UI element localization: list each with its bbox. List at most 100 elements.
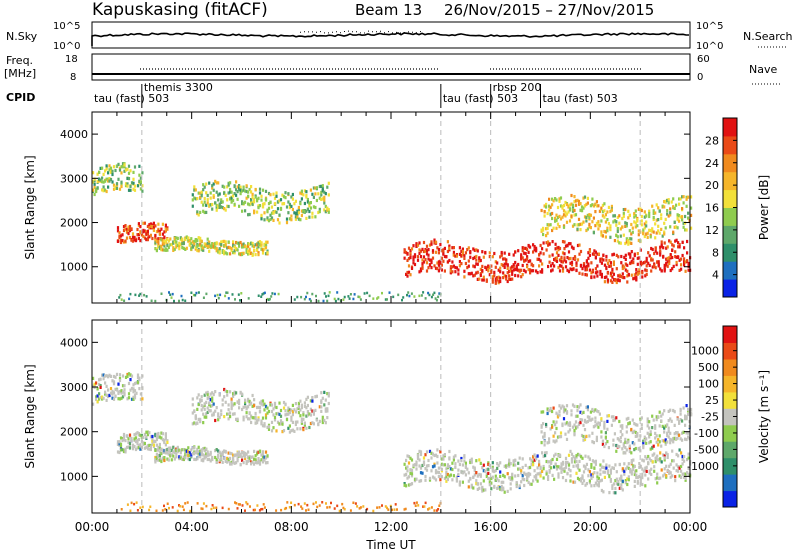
echo-cell <box>499 266 502 270</box>
echo-cell <box>197 191 200 195</box>
echo-cell <box>571 209 575 213</box>
echo-cell <box>241 252 244 257</box>
echo-cell <box>640 223 643 227</box>
echo-cell <box>193 188 196 192</box>
echo-cell <box>294 215 297 219</box>
echo-cell <box>671 459 674 463</box>
echo-cell <box>242 461 245 465</box>
echo-cell <box>115 186 119 190</box>
echo-cell <box>216 293 219 297</box>
echo-cell <box>427 458 430 463</box>
echo-cell <box>586 415 589 419</box>
echo-cell <box>241 245 244 249</box>
echo-cell <box>424 297 427 300</box>
echo-cell <box>669 408 672 412</box>
echo-cell <box>285 221 289 225</box>
echo-cell <box>241 200 244 204</box>
echo-cell <box>649 229 652 233</box>
echo-cell <box>221 249 224 253</box>
echo-cell <box>665 257 668 261</box>
echo-cell <box>98 177 101 181</box>
echo-cell <box>455 477 458 481</box>
echo-cell <box>263 247 266 251</box>
echo-cell <box>603 229 606 234</box>
echo-cell <box>445 255 448 259</box>
echo-cell <box>391 508 393 512</box>
echo-cell <box>214 455 217 460</box>
echo-cell <box>590 261 593 265</box>
echo-cell <box>484 250 487 255</box>
echo-cell <box>303 404 306 408</box>
echo-cell <box>308 209 311 214</box>
echo-cell <box>659 476 662 480</box>
echo-cell <box>488 477 491 481</box>
echo-cell <box>158 435 161 439</box>
echo-cell <box>244 405 247 409</box>
echo-cell <box>146 229 149 233</box>
echo-cell <box>611 486 614 490</box>
echo-cell <box>654 249 657 253</box>
echo-cell <box>378 506 381 509</box>
echo-cell <box>416 243 420 247</box>
echo-cell <box>648 469 651 473</box>
echo-cell <box>619 234 622 238</box>
echo-cell <box>624 224 627 228</box>
echo-cell <box>263 506 266 509</box>
echo-cell <box>164 437 167 441</box>
echo-cell <box>246 502 249 506</box>
echo-cell <box>203 402 206 406</box>
echo-cell <box>191 397 194 401</box>
echo-cell <box>129 184 132 188</box>
echo-cell <box>672 408 675 413</box>
echo-cell <box>250 190 253 194</box>
echo-cell <box>98 170 101 174</box>
echo-cell <box>218 251 221 255</box>
echo-cell <box>615 482 618 486</box>
echo-cell <box>181 298 184 302</box>
echo-cell <box>287 426 290 430</box>
echo-cell <box>514 463 517 467</box>
echo-cell <box>573 255 577 259</box>
echo-cell <box>607 446 610 450</box>
echo-cell <box>634 434 637 438</box>
echo-cell <box>602 253 605 257</box>
echo-cell <box>257 245 260 249</box>
echo-cell <box>241 209 244 213</box>
echo-cell <box>585 260 588 264</box>
echo-cell <box>157 222 160 226</box>
echo-cell <box>622 442 625 446</box>
echo-cell <box>318 405 321 409</box>
echo-cell <box>251 244 254 248</box>
echo-cell <box>261 416 265 420</box>
echo-cell <box>666 212 669 216</box>
echo-cell <box>653 251 656 256</box>
echo-cell <box>604 213 607 217</box>
echo-cell <box>548 254 551 258</box>
echo-cell <box>667 201 670 205</box>
echo-cell <box>233 202 236 206</box>
echo-cell <box>261 460 265 464</box>
echo-cell <box>236 456 239 460</box>
echo-cell <box>253 200 256 204</box>
echo-cell <box>256 405 259 410</box>
echo-cell <box>657 260 660 264</box>
echo-cell <box>579 249 583 254</box>
echo-cell <box>572 246 575 250</box>
echo-cell <box>386 298 388 301</box>
echo-cell <box>263 458 266 462</box>
echo-cell <box>679 407 682 411</box>
echo-cell <box>141 397 144 401</box>
echo-cell <box>582 262 586 266</box>
echo-cell <box>678 214 681 218</box>
echo-cell <box>137 223 140 227</box>
echo-cell <box>681 215 684 219</box>
echo-cell <box>168 291 170 294</box>
echo-cell <box>314 192 317 196</box>
echo-cell <box>573 480 577 484</box>
nave-label: Nave <box>749 63 777 76</box>
echo-cell <box>520 275 523 279</box>
echo-cell <box>214 418 217 423</box>
echo-cell <box>141 386 144 390</box>
echo-cell <box>579 410 582 414</box>
echo-cell <box>648 471 651 475</box>
